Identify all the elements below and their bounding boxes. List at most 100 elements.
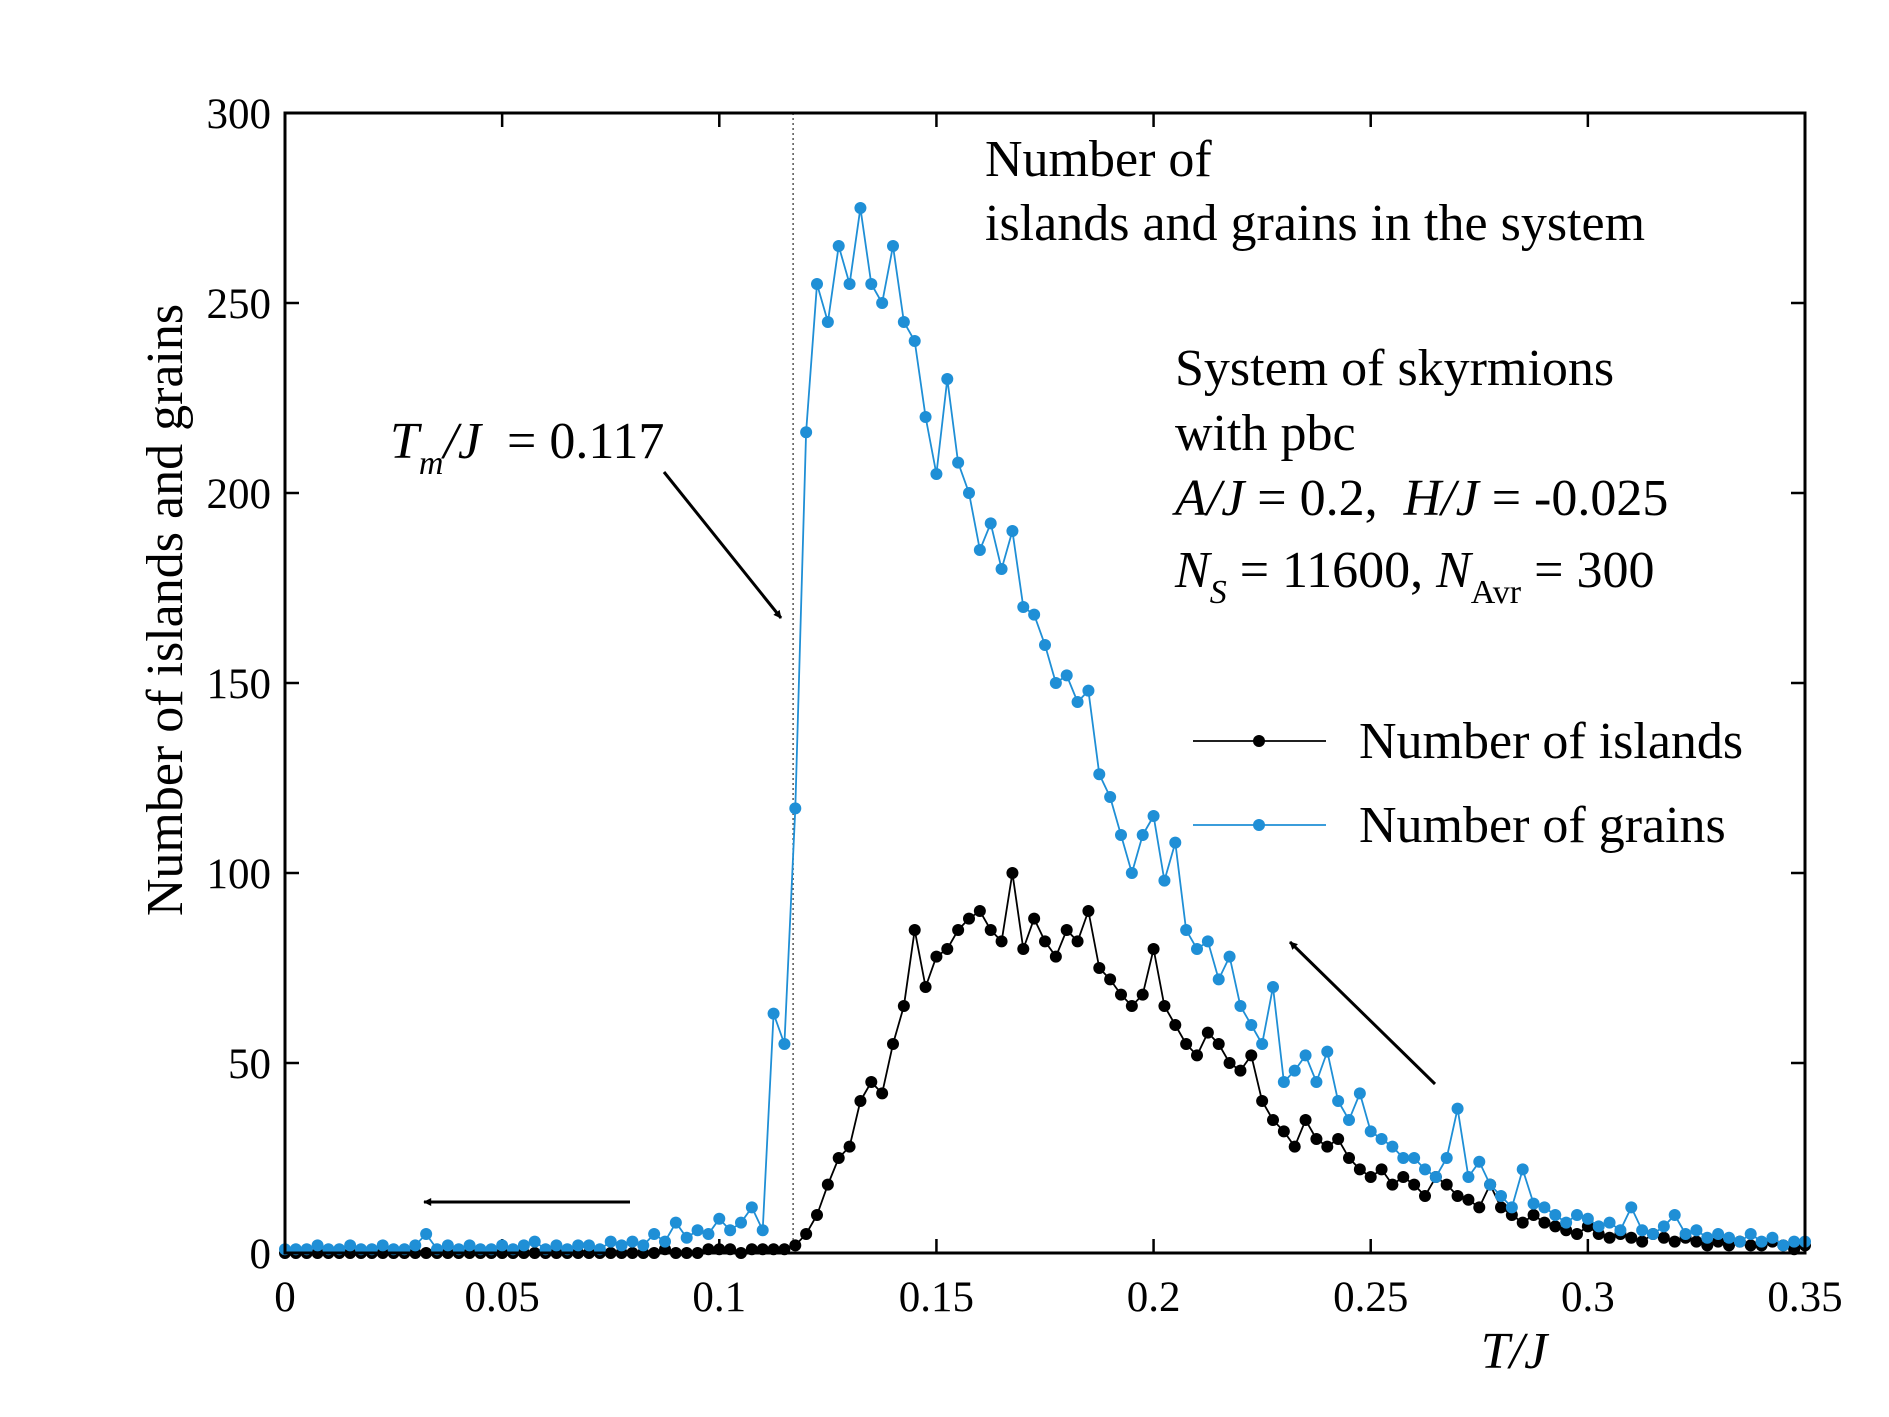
data-point: [583, 1239, 595, 1252]
data-point: [984, 924, 997, 936]
data-point: [1429, 1171, 1442, 1183]
plot-frame: [283, 111, 1807, 1255]
data-point: [1386, 1178, 1399, 1191]
data-point: [995, 935, 1008, 948]
y-axis-label: Number of islands and grains: [137, 304, 194, 916]
data-point: [1288, 1064, 1301, 1077]
data-point: [963, 912, 975, 925]
data-point: [1223, 1057, 1236, 1069]
data-point: [1592, 1220, 1605, 1233]
data-point: [865, 1076, 878, 1088]
data-point: [1125, 1000, 1138, 1012]
data-point: [1332, 1095, 1345, 1107]
data-point: [1060, 669, 1073, 682]
data-point: [1777, 1239, 1790, 1252]
data-point: [1104, 973, 1117, 986]
data-point: [952, 456, 965, 469]
data-point: [409, 1239, 422, 1252]
annotation-part: /J: [440, 413, 483, 470]
data-point: [626, 1235, 639, 1248]
data-point: [1006, 867, 1019, 879]
x-tick-label: 0.15: [899, 1274, 974, 1321]
arrow: [662, 471, 783, 619]
data-point: [1527, 1197, 1540, 1210]
data-point: [1625, 1231, 1638, 1244]
data-point: [811, 1209, 823, 1221]
data-point: [1277, 1076, 1290, 1088]
data-point: [919, 411, 932, 423]
data-point: [1267, 1114, 1279, 1126]
annotation-part: S: [1210, 574, 1227, 611]
data-point: [1733, 1235, 1746, 1248]
data-point: [517, 1239, 530, 1252]
annotation-part: = 11600,: [1227, 542, 1436, 599]
data-point: [1549, 1220, 1562, 1233]
data-point: [887, 240, 899, 252]
data-point: [1408, 1178, 1421, 1191]
data-point: [1657, 1231, 1670, 1244]
data-point: [1668, 1235, 1681, 1248]
data-point: [1299, 1114, 1312, 1126]
data-point: [1353, 1087, 1366, 1100]
data-point: [311, 1239, 324, 1252]
data-point: [800, 1228, 813, 1240]
data-point: [1473, 1155, 1486, 1168]
data-point: [1766, 1231, 1779, 1244]
arrow: [1288, 940, 1437, 1086]
data-point: [1603, 1216, 1616, 1229]
data-point: [1581, 1212, 1594, 1225]
data-point: [995, 563, 1008, 575]
data-point: [1039, 639, 1051, 651]
data-point: [1017, 601, 1030, 613]
data-point: [1060, 924, 1073, 936]
data-point: [1549, 1209, 1562, 1221]
data-point: [1104, 791, 1117, 803]
data-point: [1049, 950, 1062, 963]
data-point: [1147, 943, 1160, 955]
data-point: [1636, 1235, 1649, 1248]
data-point: [1071, 696, 1084, 708]
data-point: [1125, 867, 1138, 879]
data-point: [745, 1201, 758, 1214]
data-point: [952, 924, 965, 936]
x-tick-label: 0.1: [692, 1274, 746, 1321]
annotation-part: with pbc: [1175, 405, 1356, 462]
y-tick-label: 300: [207, 91, 272, 138]
data-point: [420, 1228, 433, 1240]
data-point: [1440, 1178, 1453, 1191]
data-point: [1625, 1201, 1638, 1214]
data-point: [1473, 1201, 1486, 1214]
data-point: [1560, 1216, 1573, 1229]
data-point: [1169, 836, 1182, 849]
data-point: [648, 1228, 661, 1240]
data-point: [1516, 1216, 1529, 1229]
data-point: [604, 1235, 617, 1248]
y-tick-label: 150: [207, 661, 272, 708]
data-point: [1245, 1049, 1258, 1062]
data-point: [1332, 1133, 1345, 1145]
data-point: [1495, 1201, 1507, 1214]
legend-marker: [1253, 735, 1265, 747]
data-point: [1115, 988, 1127, 1001]
data-point: [1397, 1171, 1410, 1183]
annotation-part: = -0.025: [1479, 470, 1669, 527]
y-tick-label: 0: [250, 1231, 272, 1278]
data-point: [897, 1000, 910, 1012]
data-point: [1527, 1209, 1540, 1221]
data-point: [1147, 810, 1160, 822]
data-point: [897, 316, 910, 328]
data-point: [1408, 1152, 1421, 1164]
data-point: [1343, 1114, 1355, 1126]
x-tick-label: 0.2: [1127, 1274, 1181, 1321]
annotation-part: System of skyrmions: [1175, 340, 1614, 397]
data-point: [1201, 1026, 1214, 1039]
data-point: [1701, 1231, 1714, 1244]
data-point: [811, 278, 823, 290]
data-point: [1180, 1038, 1193, 1050]
data-point: [680, 1231, 693, 1244]
data-point: [843, 1140, 856, 1153]
data-point: [1505, 1201, 1518, 1214]
data-point: [973, 905, 986, 917]
data-point: [1136, 829, 1149, 841]
